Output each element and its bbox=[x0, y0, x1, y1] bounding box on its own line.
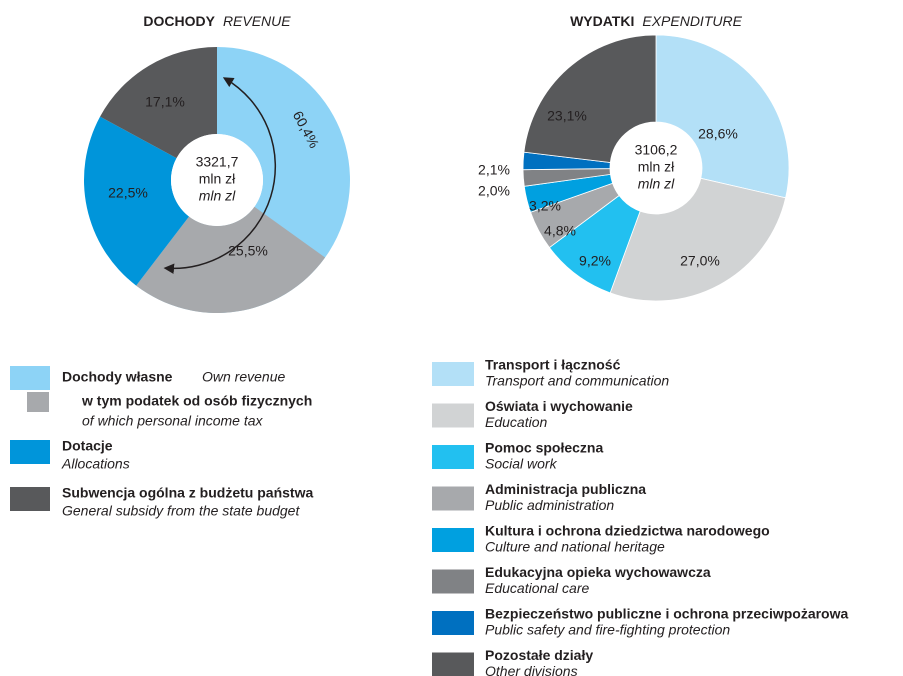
legend-label: Pozostałe działy bbox=[485, 647, 593, 663]
value-label: 25,5% bbox=[228, 243, 268, 259]
legend-label-en: General subsidy from the state budget bbox=[62, 503, 300, 519]
legend-label-en: Transport and communication bbox=[485, 373, 669, 389]
legend-label-en: Public administration bbox=[485, 497, 614, 513]
chart-title: DOCHODY REVENUE bbox=[143, 13, 291, 29]
center-label: 3106,2 bbox=[635, 142, 678, 158]
title: WYDATKI bbox=[570, 13, 634, 29]
legend-label-en: of which personal income tax bbox=[82, 413, 264, 429]
value-label: 27,0% bbox=[680, 253, 720, 269]
subtitle: EXPENDITURE bbox=[642, 13, 742, 29]
legend-swatch bbox=[432, 403, 474, 428]
legend-swatch bbox=[432, 362, 474, 386]
value-label: 28,6% bbox=[698, 126, 738, 142]
legend-label-en: Other divisions bbox=[485, 663, 578, 676]
slice bbox=[84, 116, 190, 286]
value-label: 23,1% bbox=[547, 108, 587, 124]
legend-label: Transport i łączność bbox=[485, 357, 621, 373]
value-label: 3,2% bbox=[529, 198, 561, 214]
value-label: 4,8% bbox=[544, 223, 576, 239]
annotation-arc bbox=[163, 77, 277, 274]
legend-swatch bbox=[10, 366, 50, 390]
legend-label-en: Culture and national heritage bbox=[485, 539, 665, 555]
legend-swatch bbox=[10, 487, 50, 511]
donut-hole bbox=[610, 122, 702, 214]
legend-label: Edukacyjna opieka wychowawcza bbox=[485, 564, 711, 580]
legend-label-en: Public safety and fire-fighting protecti… bbox=[485, 622, 730, 638]
legend-swatch bbox=[432, 486, 474, 511]
legend-label-en: Social work bbox=[485, 456, 558, 472]
legend-label: Bezpieczeństwo publiczne i ochrona przec… bbox=[485, 606, 849, 622]
title: DOCHODY bbox=[143, 13, 215, 29]
center-label: mln zł bbox=[638, 159, 675, 175]
legend-swatch bbox=[432, 611, 474, 635]
legend-label: w tym podatek od osób fizycznych bbox=[81, 393, 312, 409]
value-label: 2,0% bbox=[478, 183, 510, 199]
value-label: 17,1% bbox=[145, 94, 185, 110]
legend-label: Dochody własne bbox=[62, 369, 173, 385]
legend-label-en: Own revenue bbox=[202, 369, 285, 385]
legend-swatch bbox=[432, 652, 474, 676]
legend-label: Kultura i ochrona dziedzictwa narodowego bbox=[485, 523, 770, 539]
subtitle: REVENUE bbox=[223, 13, 291, 29]
value-label: 9,2% bbox=[579, 253, 611, 269]
legend-label-en: Educational care bbox=[485, 580, 590, 596]
legend-swatch bbox=[10, 440, 50, 464]
legend-swatch bbox=[27, 392, 49, 412]
center-label: 3321,7 bbox=[196, 154, 239, 170]
legend-label-en: Allocations bbox=[61, 456, 130, 472]
legend-swatch bbox=[432, 445, 474, 469]
chart-title: WYDATKI EXPENDITURE bbox=[570, 13, 743, 29]
legend-label: Administracja publiczna bbox=[485, 481, 646, 497]
legend-label: Oświata i wychowanie bbox=[485, 398, 633, 414]
center-label: mln zl bbox=[199, 188, 236, 204]
legend-swatch bbox=[432, 528, 474, 552]
value-label: 2,1% bbox=[478, 162, 510, 178]
center-label: mln zł bbox=[199, 171, 236, 187]
legend-swatch bbox=[432, 569, 474, 594]
center-label: mln zl bbox=[638, 176, 675, 192]
legend-label: Subwencja ogólna z budżetu państwa bbox=[62, 485, 313, 501]
donut-hole bbox=[171, 134, 263, 226]
value-label: 22,5% bbox=[108, 185, 148, 201]
legend-label: Pomoc społeczna bbox=[485, 440, 603, 456]
legend-label-en: Education bbox=[485, 414, 547, 430]
legend-label: Dotacje bbox=[62, 438, 113, 454]
